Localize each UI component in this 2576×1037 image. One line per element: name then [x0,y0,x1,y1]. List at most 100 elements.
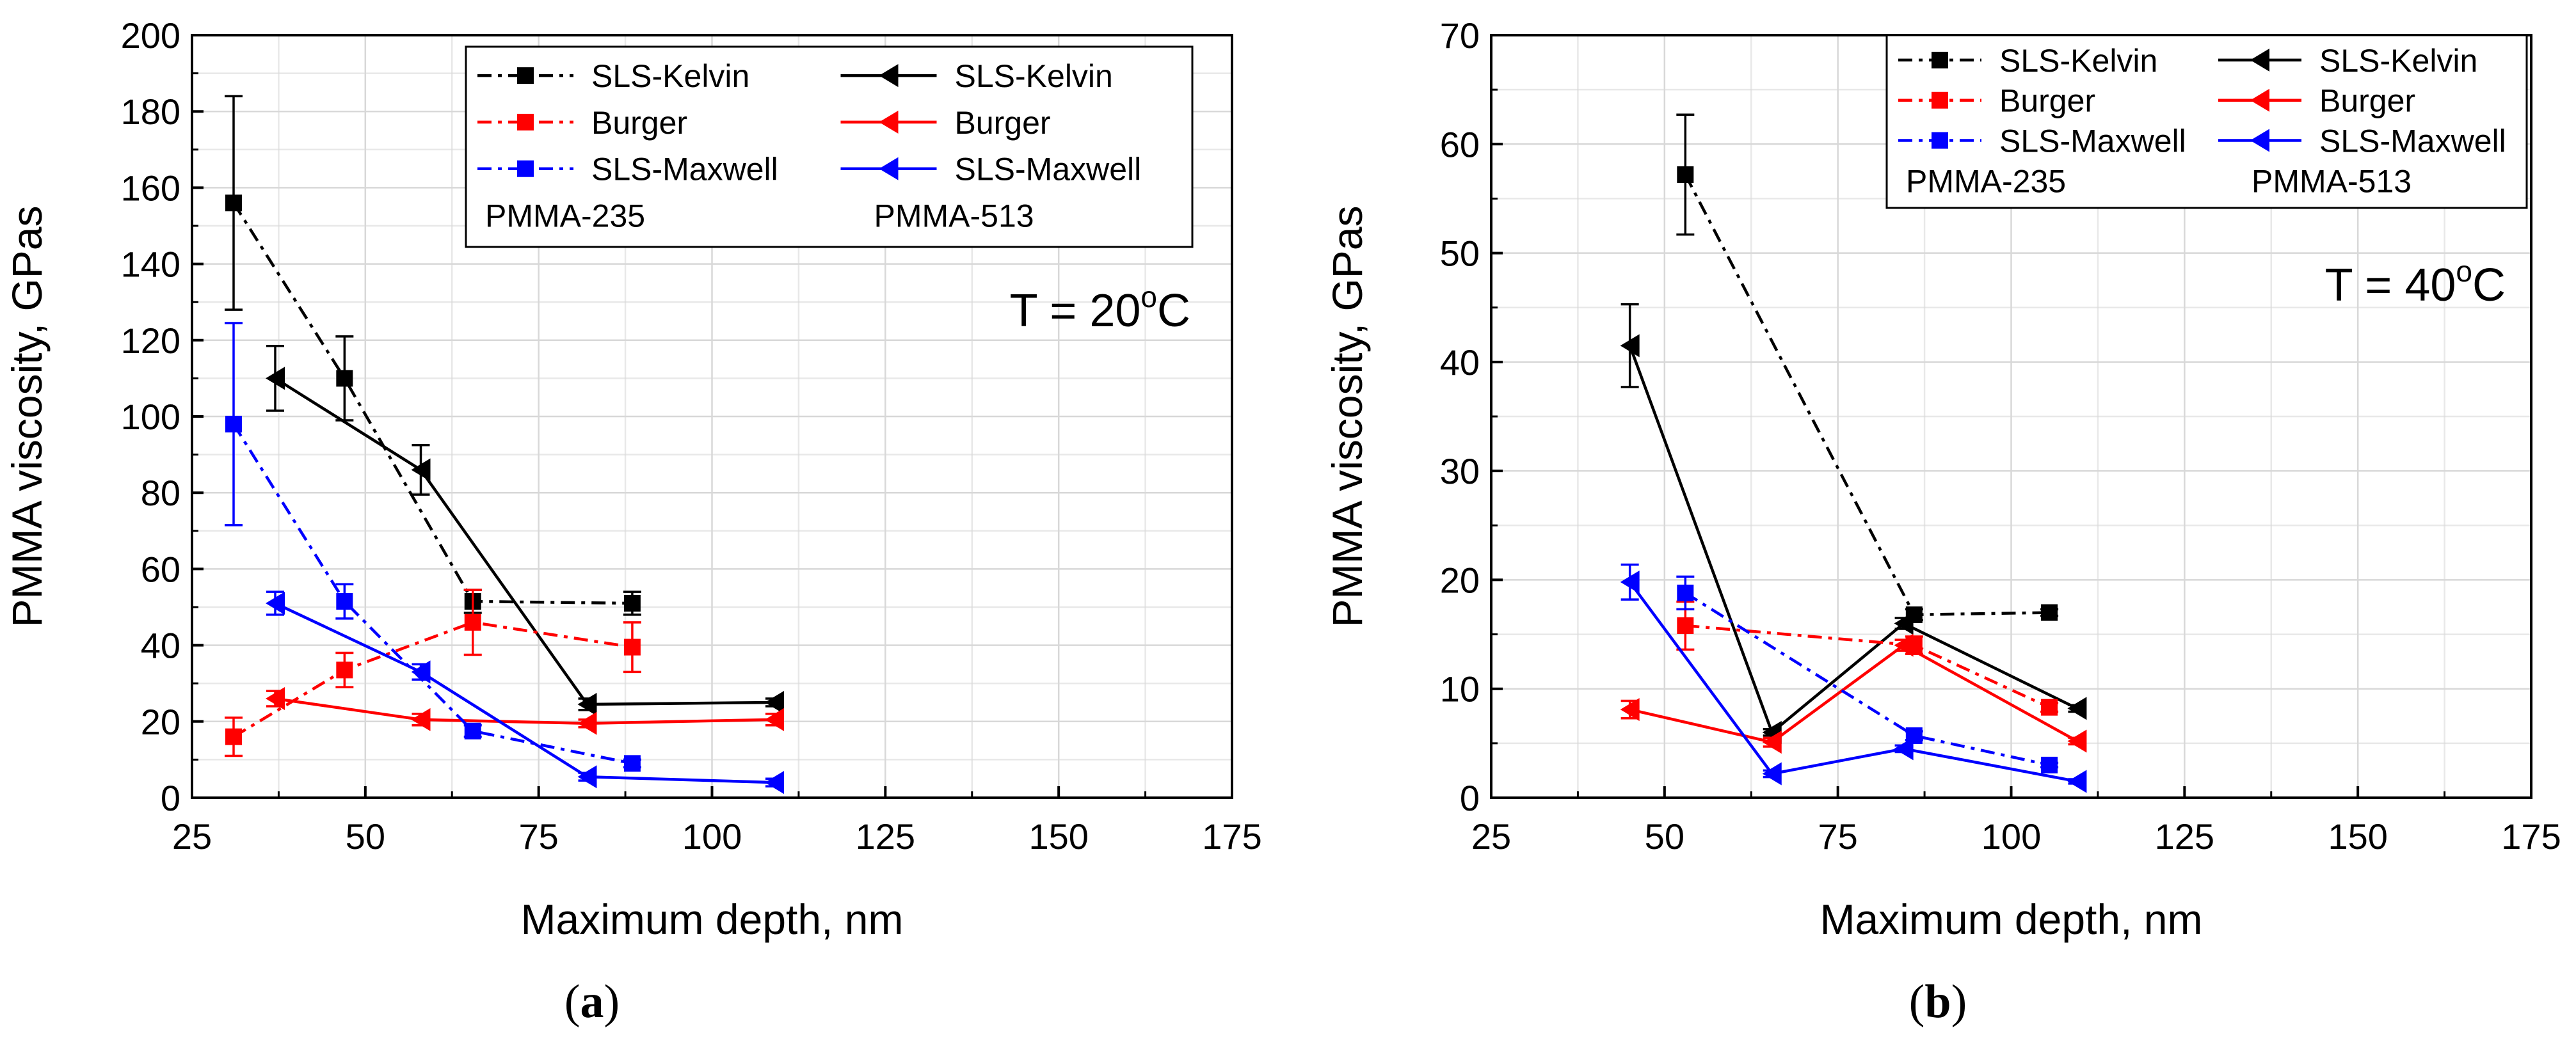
legend-marker [879,110,899,134]
data-point [2041,699,2058,716]
legend-group-label: PMMA-235 [1906,163,2066,199]
legend-marker [879,157,899,180]
series-3 [1620,633,2087,754]
y-tick-label: 0 [161,778,180,818]
data-point [2041,756,2058,773]
x-tick-label: 75 [1818,816,1858,857]
data-point [266,367,285,390]
legend-marker [2250,129,2269,152]
data-point [765,708,784,731]
data-point [411,660,431,684]
series-1 [266,344,784,716]
legend-label: SLS-Kelvin [2319,43,2477,79]
y-tick-label: 80 [141,473,180,513]
legend-label: Burger [591,105,687,141]
y-tick-label: 70 [1440,15,1480,56]
data-point [577,711,597,735]
series-line [275,697,775,725]
data-point [464,722,481,740]
y-tick-label: 40 [141,626,180,666]
data-point [623,638,641,656]
legend-label: SLS-Maxwell [591,152,778,187]
y-tick-label: 20 [1440,560,1480,600]
data-point [1894,737,1914,761]
legend-marker [879,64,899,88]
data-point [266,687,285,711]
y-tick-label: 60 [141,549,180,589]
data-point [1677,617,1694,634]
y-axis-label: PMMA viscosity, GPas [1324,206,1371,628]
legend-label: SLS-Kelvin [955,58,1113,94]
legend: SLS-Kelvin SLS-Kelvin Burger Burger SLS-Maxw… [465,45,1194,248]
series-5 [266,590,784,795]
x-tick-label: 100 [1981,816,2041,857]
y-tick-label: 200 [121,15,180,56]
legend-box [465,45,1194,248]
series-0 [1676,113,2059,623]
data-point [1762,731,1782,754]
data-point [1620,698,1640,722]
x-tick-label: 125 [856,816,915,857]
x-tick-label: 75 [519,816,559,857]
series-2 [225,589,641,757]
data-point [336,661,353,679]
data-point [336,370,353,387]
y-tick-label: 50 [1440,234,1480,274]
series-line [1685,624,2051,709]
series-line [1629,643,2078,744]
data-point [464,613,481,631]
x-tick-label: 50 [1645,816,1684,857]
x-tick-label: 125 [2155,816,2214,857]
series-line [275,602,775,784]
x-tick-label: 150 [2328,816,2387,857]
panel-b: 25 50 75 100 125 150 175 0 10 20 30 40 50 60 70 Maximum… [1324,15,2561,1028]
legend-label: Burger [1999,83,2095,119]
data-point [225,728,242,745]
data-point [266,592,285,615]
data-point [1677,166,1694,183]
data-point [2067,770,2087,793]
legend-marker [2250,48,2269,72]
y-tick-label: 40 [1440,342,1480,383]
series-line [274,377,775,706]
x-tick-label: 50 [346,816,385,857]
x-tick-label: 175 [1202,816,1261,857]
y-axis-label: PMMA viscosity, GPas [3,206,51,628]
legend-marker [517,113,534,131]
legend-label: SLS-Maxwell [955,152,1142,187]
y-tick-label: 30 [1440,451,1480,491]
series-5 [1620,563,2087,793]
legend-label: SLS-Maxwell [2319,123,2506,159]
temperature-label: T = 40oC [2325,255,2506,311]
data-point [336,593,353,610]
legend: SLS-Kelvin SLS-Kelvin Burger Burger SLS-Maxw… [1885,34,2528,209]
x-tick-label: 100 [682,816,742,857]
legend-label: SLS-Maxwell [1999,123,2186,159]
x-tick-label: 175 [2501,816,2561,857]
series-line [232,621,633,738]
legend-marker [517,160,534,177]
legend-box [1885,34,2528,209]
data-point [2067,729,2087,753]
legend-marker [517,67,534,84]
legend-group-label: PMMA-235 [485,198,645,234]
data-point [577,692,597,716]
data-point [225,415,242,432]
legend-label: Burger [2319,83,2415,119]
legend-marker [2250,88,2269,112]
panel-caption: (b) [1909,976,1967,1028]
series-line [232,423,633,765]
series-3 [266,687,784,735]
data-point [765,691,784,714]
data-point [411,708,431,731]
x-axis-label: Maximum depth, nm [521,896,904,943]
legend-group-label: PMMA-513 [2252,163,2412,199]
legend-marker [1932,51,1948,68]
data-point [2041,604,2058,621]
data-point [1620,570,1640,594]
series-line [232,202,632,605]
x-tick-label: 25 [172,816,212,857]
temperature-label: T = 20oC [1010,280,1190,336]
y-tick-label: 100 [121,397,180,437]
